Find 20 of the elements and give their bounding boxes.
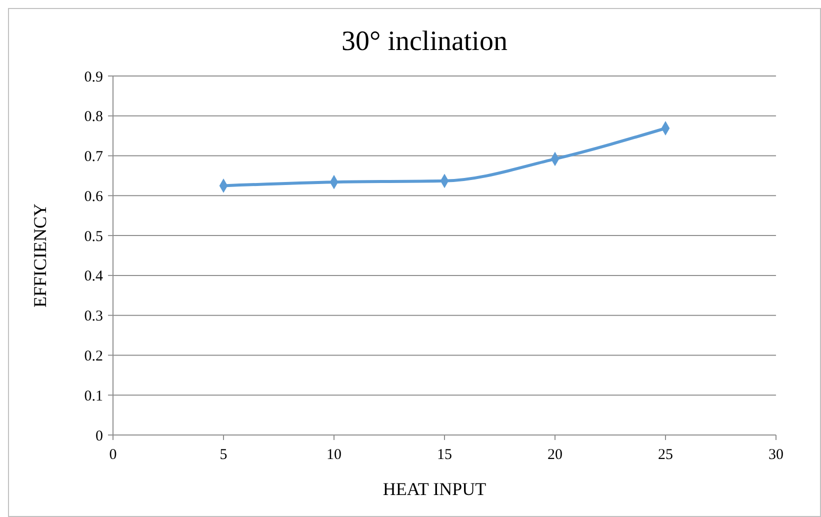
chart-title: 30° inclination — [342, 26, 508, 57]
y-tick-label: 0 — [96, 428, 103, 444]
x-tick-label: 0 — [109, 447, 117, 463]
y-tick-label: 0.8 — [84, 109, 103, 126]
y-tick-label: 0.2 — [84, 348, 103, 364]
x-axis-title: HEAT INPUT — [382, 479, 486, 499]
y-tick-label: 0.1 — [84, 388, 103, 404]
x-tick-label: 5 — [220, 447, 228, 463]
y-tick-label: 0.9 — [84, 69, 103, 86]
y-tick-label: 0.5 — [84, 228, 103, 245]
x-tick-label: 30 — [768, 447, 784, 463]
y-tick-label: 0.6 — [84, 188, 104, 205]
x-tick-label: 20 — [548, 447, 562, 463]
x-tick-label: 25 — [658, 447, 673, 463]
y-tick-label: 0.3 — [84, 308, 103, 325]
y-axis-title: EFFICIENCY — [30, 203, 50, 308]
x-tick-label: 10 — [326, 447, 342, 463]
y-tick-label: 0.7 — [84, 149, 104, 166]
y-tick-label: 0.4 — [84, 268, 104, 285]
x-tick-label: 15 — [437, 447, 452, 463]
